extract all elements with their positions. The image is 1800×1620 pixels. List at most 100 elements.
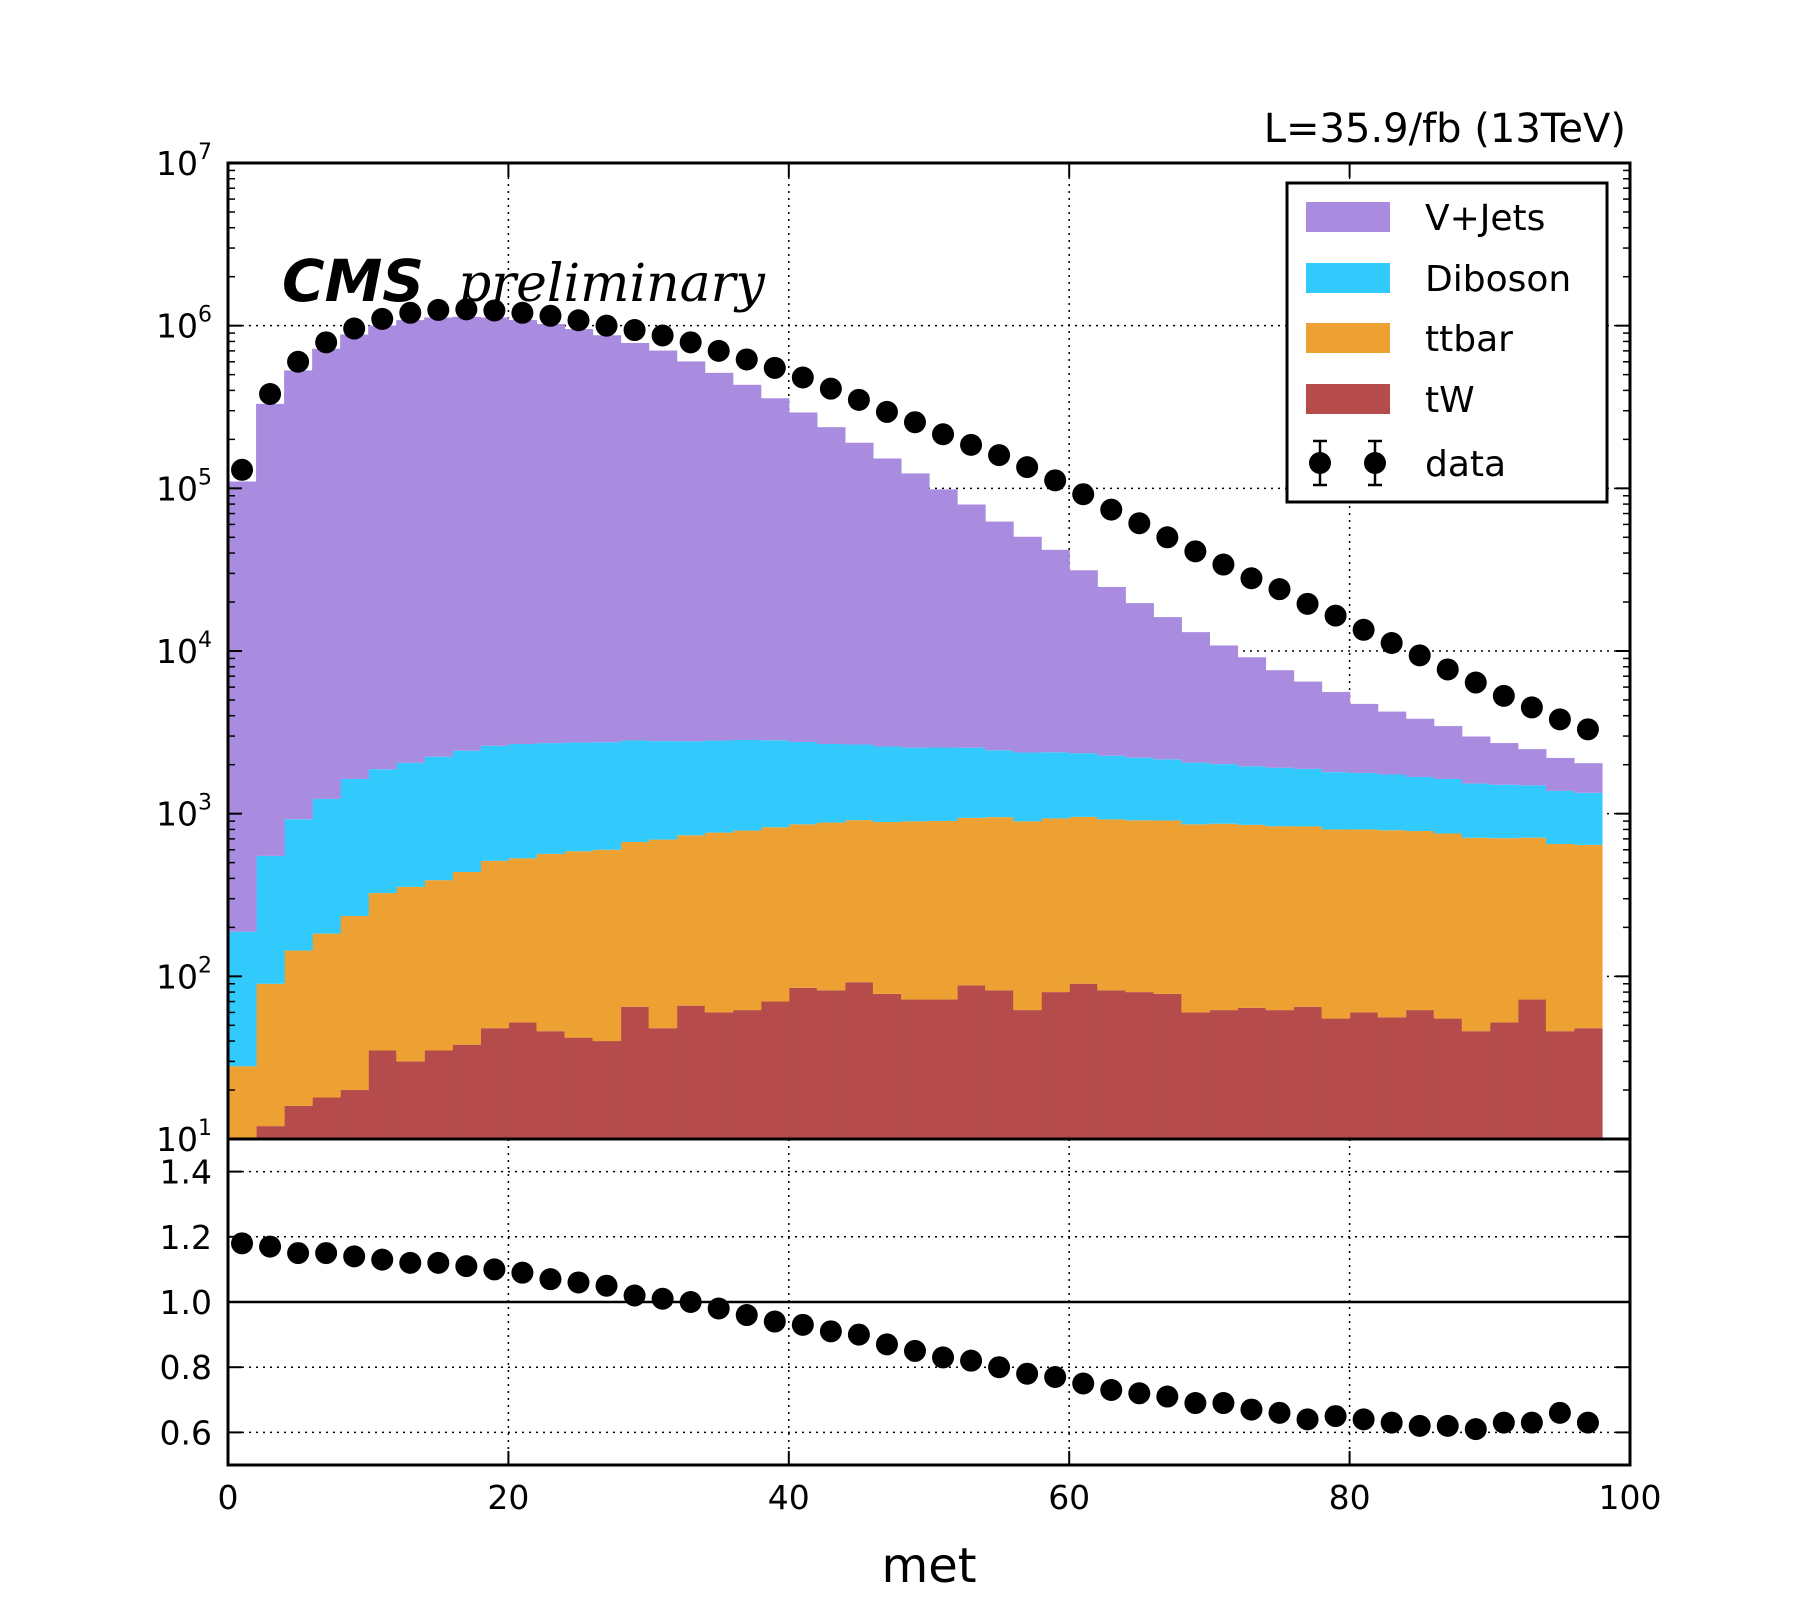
histogram-bar (1433, 1018, 1463, 1139)
data-point (1156, 526, 1179, 549)
histogram-bar (396, 320, 425, 763)
ratio-point (567, 1271, 590, 1294)
data-point (231, 458, 254, 481)
histogram-bar (396, 886, 425, 1062)
histogram-bar (816, 427, 846, 744)
data-point (1072, 483, 1095, 506)
data-point (1268, 578, 1291, 601)
histogram-bar (1489, 838, 1519, 1023)
histogram-bar (704, 740, 734, 833)
ratio-point (1436, 1414, 1459, 1437)
histogram-bar (872, 993, 902, 1139)
ratio-point (988, 1356, 1011, 1379)
histogram-bar (592, 849, 622, 1042)
histogram-bar (1013, 1010, 1042, 1139)
data-point (567, 309, 590, 332)
ratio-point (399, 1251, 422, 1274)
histogram-bar (1433, 726, 1463, 779)
histogram-bar (816, 990, 846, 1139)
ratio-point (1128, 1382, 1151, 1405)
series-diboson (228, 740, 1603, 1067)
y-tick-base: 10 (156, 957, 198, 996)
data-point (1128, 512, 1151, 535)
histogram-bar (844, 982, 874, 1139)
histogram-bar (256, 403, 285, 856)
histogram-bar (1069, 570, 1098, 754)
histogram-bar (1041, 992, 1070, 1139)
histogram-bar (1573, 1028, 1603, 1139)
histogram-bar (1489, 743, 1519, 785)
x-tick-label: 0 (218, 1478, 239, 1517)
histogram-bar (704, 372, 734, 741)
histogram-bar (424, 317, 453, 757)
histogram-bar (648, 350, 678, 742)
y-tick-label: 106 (156, 303, 212, 346)
legend-marker (1309, 452, 1331, 474)
ratio-point (1240, 1398, 1263, 1421)
data-point (1240, 567, 1263, 590)
histogram-bar (985, 990, 1014, 1139)
histogram-bar (424, 1050, 453, 1139)
histogram-bar (340, 778, 369, 916)
histogram-bar (396, 1061, 425, 1139)
legend-item-ttbar: ttbar (1306, 319, 1513, 360)
data-point (735, 348, 758, 371)
ratio-point (763, 1310, 786, 1333)
data-point (427, 298, 450, 321)
histogram-bar (340, 1090, 369, 1139)
histogram-bar (508, 743, 538, 859)
histogram-bar (1489, 1022, 1519, 1139)
ratio-point (343, 1245, 366, 1268)
ratio-point (1408, 1414, 1431, 1437)
cms-label: CMS (282, 247, 424, 315)
ratio-point (315, 1242, 338, 1265)
ratio-y-tick-label: 0.6 (160, 1413, 212, 1452)
data-point (1436, 658, 1459, 681)
histogram-bar (1349, 1012, 1379, 1139)
y-tick-base: 10 (156, 144, 198, 183)
y-tick-label: 101 (156, 1116, 212, 1159)
ratio-point (1184, 1392, 1207, 1415)
histogram-bar (424, 756, 453, 881)
histogram-bar (228, 931, 257, 1067)
data-point (1352, 618, 1375, 641)
histogram-bar (1405, 831, 1435, 1011)
histogram-bar (844, 442, 874, 745)
histogram-bar (508, 320, 538, 744)
series-tw (256, 982, 1603, 1139)
ratio-point (1576, 1411, 1599, 1434)
y-tick-label: 105 (156, 465, 212, 508)
ratio-point (847, 1323, 870, 1346)
histogram-bar (564, 329, 594, 743)
ratio-point (679, 1291, 702, 1313)
histogram-bar (1545, 757, 1575, 791)
histogram-bar (396, 762, 425, 887)
histogram-bar (1293, 826, 1323, 1007)
ratio-point (1212, 1392, 1235, 1415)
x-tick-label: 20 (487, 1478, 529, 1517)
histogram-bar (536, 1031, 566, 1139)
histogram-bar (900, 473, 930, 748)
histogram-bar (368, 325, 397, 770)
histogram-bar (536, 853, 566, 1032)
y-tick-base: 10 (156, 307, 198, 346)
histogram-bar (1377, 830, 1407, 1018)
y-tick-label: 104 (156, 628, 212, 671)
histogram-bar (284, 370, 313, 820)
data-point (1184, 540, 1207, 563)
legend-item-tw: tW (1306, 380, 1475, 421)
histogram-bar (872, 822, 902, 994)
ratio-point (1296, 1408, 1319, 1431)
histogram-bar (1153, 993, 1182, 1139)
histogram-bar (732, 830, 762, 1011)
data-point (791, 366, 814, 389)
legend-label: ttbar (1425, 319, 1513, 360)
histogram-bar (1237, 766, 1267, 825)
legend-swatch (1306, 263, 1390, 293)
legend: V+Jets Diboson ttbar tW data (1285, 181, 1609, 504)
data-point (988, 444, 1011, 467)
histogram-bar (480, 1028, 509, 1139)
histogram-bar (480, 745, 509, 861)
histogram-bar (1069, 816, 1098, 984)
histogram-bar (1517, 749, 1547, 786)
